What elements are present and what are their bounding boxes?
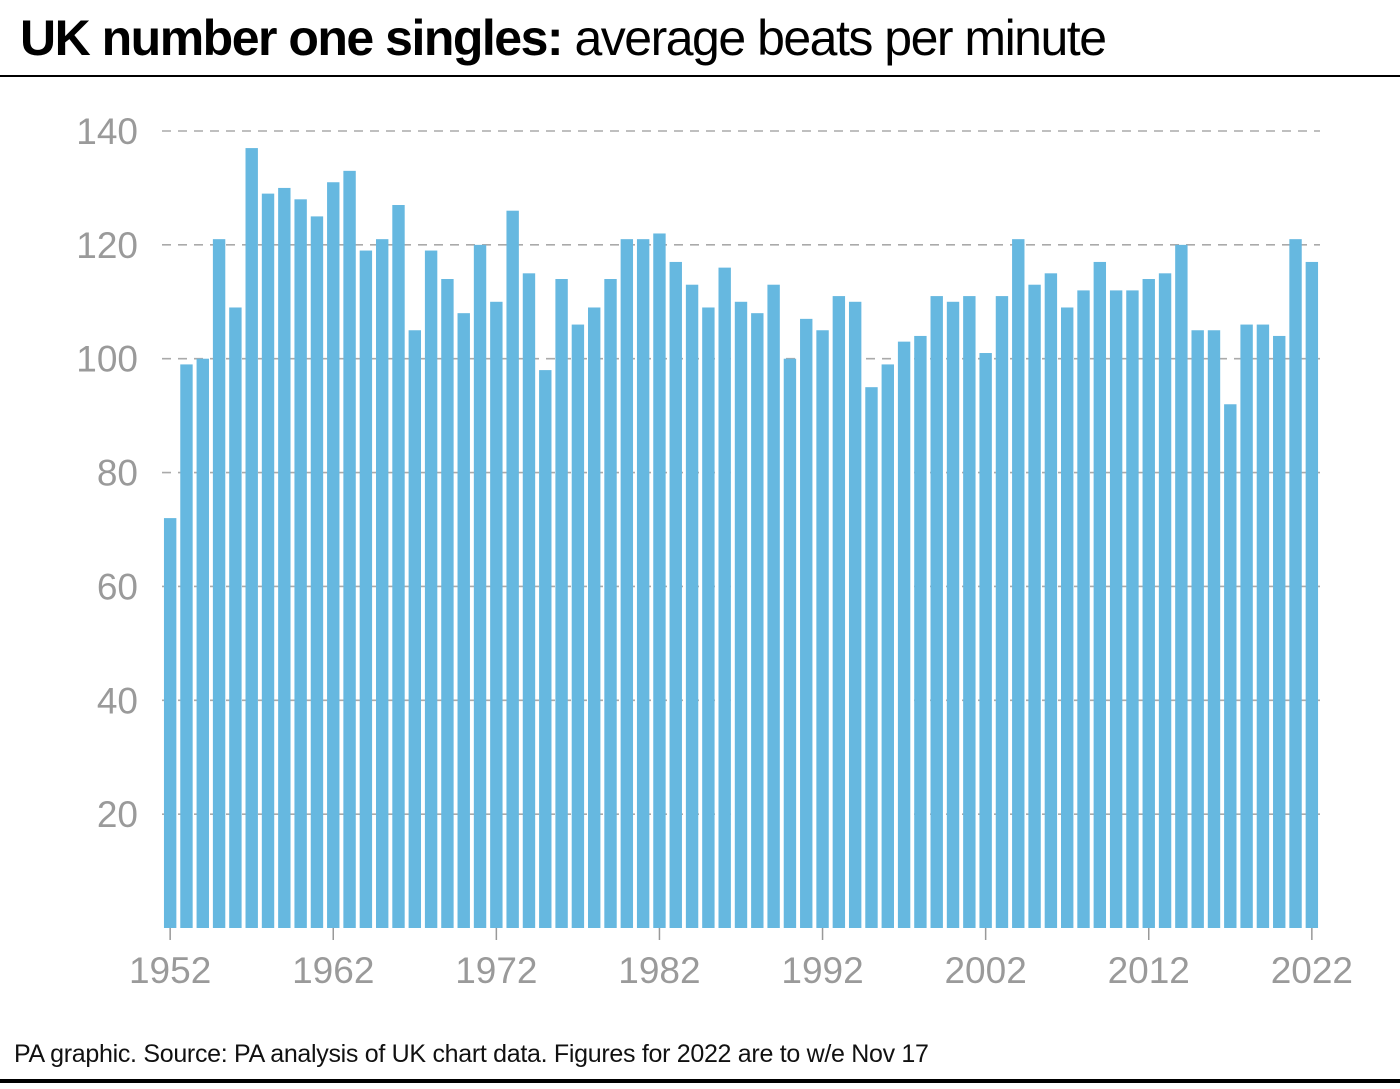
x-tick-label-1972: 1972 [455,950,537,991]
bar-chart: 20 40 60 80 100 120 140 1952 1962 1972 1982 1992 20… [76,111,1353,991]
bar-1970 [457,313,470,928]
bar-1967 [408,330,422,928]
bar-1956 [229,307,242,928]
bar-2006 [1044,273,1058,928]
bar-1980 [620,239,634,928]
chart-title: UK number one singles: average beats per… [20,8,1107,68]
x-tick-label-1962: 1962 [292,950,374,991]
bar-1959 [278,187,291,928]
bar-2020 [1273,335,1286,928]
bar-2018 [1240,324,1253,928]
bar-1990 [783,358,797,929]
bar-1964 [359,250,373,929]
bar-2000 [946,301,960,928]
bar-2019 [1256,324,1270,928]
x-tick-label-2002: 2002 [944,950,1026,991]
x-tick-label-2022: 2022 [1271,950,1353,991]
bar-1982 [653,233,666,929]
bar-2013 [1158,273,1172,928]
x-tick-label-1982: 1982 [618,950,700,991]
title-light: average beats per minute [574,10,1107,66]
bar-1986 [718,267,731,928]
bar-1985 [702,307,715,928]
bar-2012 [1142,279,1155,928]
bar-2014 [1175,244,1188,929]
top-rule [0,75,1400,77]
y-tick-label-100: 100 [76,339,138,380]
bar-1965 [375,239,389,928]
title-bold: UK number one singles: [20,10,564,66]
y-tick-label-60: 60 [97,566,138,607]
bar-1968 [424,250,438,929]
bar-1999 [930,296,943,929]
bar-1989 [767,284,780,928]
bar-1971 [473,244,487,929]
bar-1996 [881,364,894,928]
bar-2002 [979,353,992,928]
bar-1963 [343,170,356,929]
bar-1958 [261,193,275,928]
bar-2015 [1191,330,1204,928]
bar-2001 [963,296,976,929]
bar-1983 [669,261,682,928]
bar-1987 [734,301,748,928]
x-tick-label-1992: 1992 [781,950,863,991]
source-note: PA graphic. Source: PA analysis of UK ch… [14,1040,929,1068]
y-tick-label-80: 80 [97,453,138,494]
bar-1962 [327,182,340,928]
bar-2008 [1077,290,1090,928]
bars [163,148,1319,929]
bar-2007 [1061,307,1074,928]
bar-1979 [604,279,617,928]
bar-2021 [1289,239,1302,928]
bar-1977 [571,324,585,928]
bar-2010 [1109,290,1123,928]
y-tick-label-20: 20 [97,794,138,835]
bar-1998 [914,335,927,928]
bar-1954 [196,358,209,929]
bar-2011 [1126,290,1139,928]
bar-1973 [506,210,519,928]
bar-1991 [800,318,813,928]
bar-1992 [816,330,829,928]
bar-2003 [995,296,1009,929]
y-axis-ticks: 20 40 60 80 100 120 140 [76,111,138,835]
bar-1974 [522,273,536,928]
y-tick-label-120: 120 [76,225,138,266]
bar-2004 [1012,239,1025,928]
bar-1997 [897,341,911,928]
bar-1978 [588,307,601,928]
bottom-rule [0,1079,1400,1083]
x-tick-label-1952: 1952 [129,950,211,991]
bar-1976 [555,279,568,928]
bar-1993 [832,296,846,929]
bar-2009 [1093,261,1107,928]
bar-2005 [1028,284,1041,928]
x-tick-label-2012: 2012 [1108,950,1190,991]
bar-1953 [180,364,193,928]
bar-1994 [848,301,862,928]
bar-1984 [685,284,699,928]
bar-1972 [490,301,503,928]
bar-2022 [1305,261,1319,928]
bar-1988 [751,313,764,928]
bar-1975 [539,370,552,929]
bar-1955 [212,239,226,928]
x-axis-ticks: 1952 1962 1972 1982 1992 2002 2012 2022 [129,928,1353,991]
y-tick-label-40: 40 [97,680,138,721]
y-tick-label-140: 140 [76,111,138,152]
bar-1952 [163,518,177,928]
bar-2017 [1224,404,1237,928]
bar-2016 [1207,330,1221,928]
bar-1957 [245,148,258,928]
bar-1961 [310,216,324,928]
bar-1969 [441,279,454,928]
bar-1966 [392,205,405,928]
bar-1960 [294,199,307,928]
bar-1995 [865,387,878,928]
bar-1981 [636,239,650,928]
